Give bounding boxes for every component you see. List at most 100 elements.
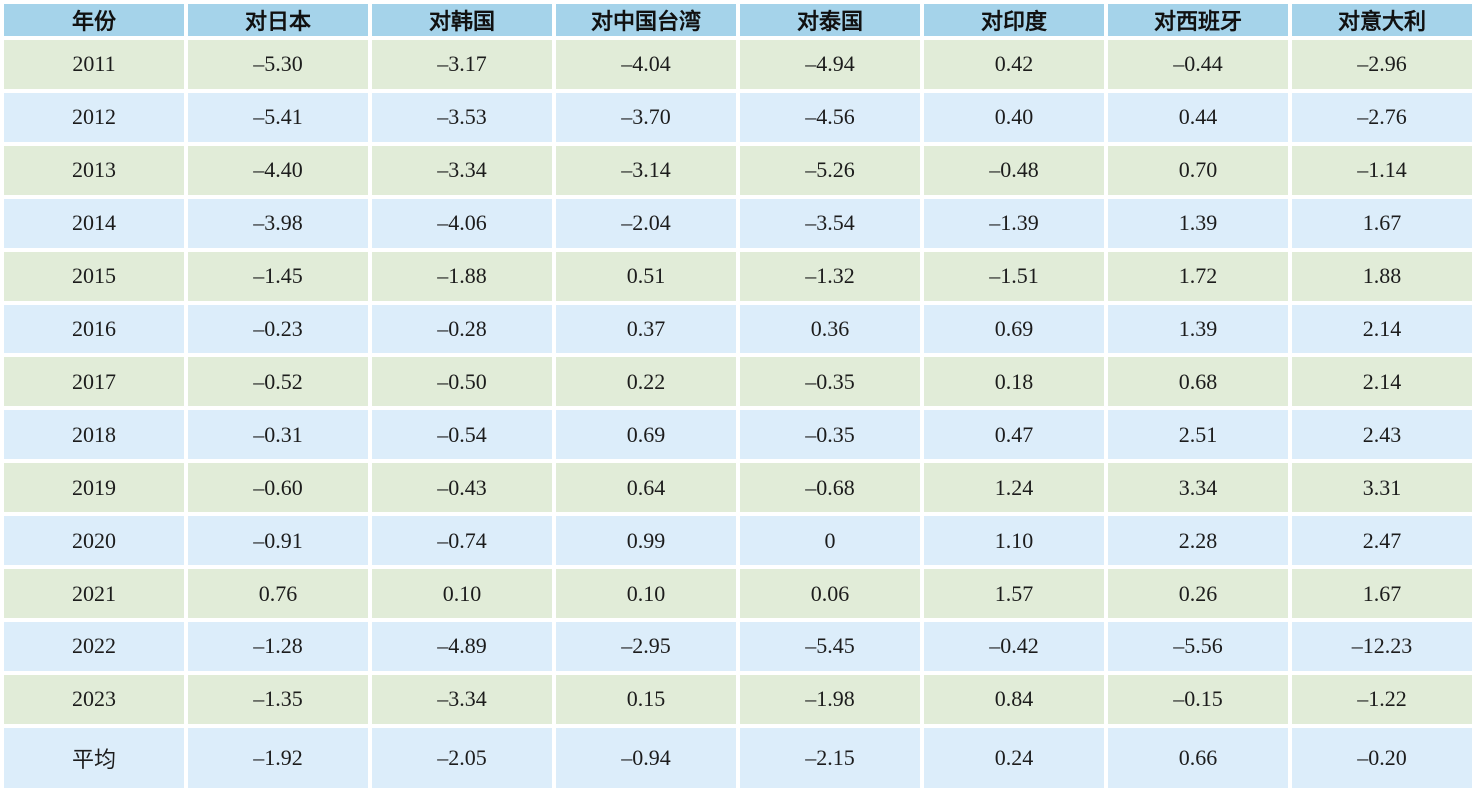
data-cell: –0.91 (188, 516, 368, 566)
data-cell: 1.39 (1108, 304, 1288, 354)
data-cell: –1.28 (188, 621, 368, 671)
table-row: 2012 –5.41 –3.53 –3.70 –4.56 0.40 0.44 –2.76 (4, 92, 1472, 142)
column-header-5: 对印度 (924, 4, 1104, 36)
data-cell: –3.14 (556, 145, 736, 195)
data-cell: –4.89 (372, 621, 552, 671)
data-cell: –4.04 (556, 40, 736, 89)
table-row: 2013 –4.40 –3.34 –3.14 –5.26 –0.48 0.70 –1.14 (4, 145, 1472, 195)
column-header-2: 对韩国 (372, 4, 552, 36)
row-label-cell: 2016 (4, 304, 184, 354)
row-label-cell: 2013 (4, 145, 184, 195)
table-row: 2014 –3.98 –4.06 –2.04 –3.54 –1.39 1.39 1.67 (4, 198, 1472, 248)
data-cell: 1.72 (1108, 251, 1288, 301)
data-cell: –0.15 (1108, 674, 1288, 724)
data-cell: 1.10 (924, 516, 1104, 566)
data-cell: –3.34 (372, 145, 552, 195)
data-cell: 0.36 (740, 304, 920, 354)
row-label-cell: 2017 (4, 357, 184, 407)
data-cell: 1.24 (924, 463, 1104, 513)
data-cell: 1.67 (1292, 198, 1472, 248)
data-cell: 0 (740, 516, 920, 566)
data-cell: –1.35 (188, 674, 368, 724)
data-cell: –2.95 (556, 621, 736, 671)
data-cell: –0.23 (188, 304, 368, 354)
data-cell: –0.48 (924, 145, 1104, 195)
data-cell: 0.10 (556, 569, 736, 618)
row-label-cell: 2011 (4, 40, 184, 89)
data-cell: –2.76 (1292, 92, 1472, 142)
data-cell: 2.28 (1108, 516, 1288, 566)
data-cell: 2.51 (1108, 410, 1288, 460)
data-cell: –0.35 (740, 357, 920, 407)
data-cell: 0.15 (556, 674, 736, 724)
table-header: 年份 对日本 对韩国 对中国台湾 对泰国 对印度 对西班牙 对意大利 (4, 4, 1472, 36)
column-header-7: 对意大利 (1292, 4, 1472, 36)
table-row: 2018 –0.31 –0.54 0.69 –0.35 0.47 2.51 2.43 (4, 410, 1472, 460)
data-cell: –0.94 (556, 727, 736, 788)
data-cell: 3.34 (1108, 463, 1288, 513)
data-cell: –1.14 (1292, 145, 1472, 195)
table-row: 2019 –0.60 –0.43 0.64 –0.68 1.24 3.34 3.31 (4, 463, 1472, 513)
data-cell: 2.47 (1292, 516, 1472, 566)
data-cell: –0.20 (1292, 727, 1472, 788)
data-cell: –3.53 (372, 92, 552, 142)
data-cell: 0.26 (1108, 569, 1288, 618)
data-cell: –0.50 (372, 357, 552, 407)
data-cell: 0.66 (1108, 727, 1288, 788)
data-cell: 0.99 (556, 516, 736, 566)
column-header-3: 对中国台湾 (556, 4, 736, 36)
table-row: 2011 –5.30 –3.17 –4.04 –4.94 0.42 –0.44 –2.96 (4, 40, 1472, 89)
data-cell: –5.26 (740, 145, 920, 195)
data-cell: –12.23 (1292, 621, 1472, 671)
data-cell: –1.22 (1292, 674, 1472, 724)
data-cell: –0.35 (740, 410, 920, 460)
row-label-cell: 平均 (4, 727, 184, 788)
data-cell: 0.69 (556, 410, 736, 460)
data-cell: –0.31 (188, 410, 368, 460)
table-row: 2021 0.76 0.10 0.10 0.06 1.57 0.26 1.67 (4, 569, 1472, 618)
data-cell: –4.06 (372, 198, 552, 248)
row-label-cell: 2020 (4, 516, 184, 566)
row-label-cell: 2014 (4, 198, 184, 248)
data-cell: 0.68 (1108, 357, 1288, 407)
data-cell: –0.60 (188, 463, 368, 513)
data-cell: 0.51 (556, 251, 736, 301)
row-label-cell: 2019 (4, 463, 184, 513)
data-cell: 0.40 (924, 92, 1104, 142)
data-cell: –4.56 (740, 92, 920, 142)
data-cell: 1.88 (1292, 251, 1472, 301)
data-cell: –2.05 (372, 727, 552, 788)
data-cell: –0.52 (188, 357, 368, 407)
data-cell: –1.39 (924, 198, 1104, 248)
data-cell: 2.43 (1292, 410, 1472, 460)
data-cell: –3.34 (372, 674, 552, 724)
data-cell: –1.51 (924, 251, 1104, 301)
table-row: 平均 –1.92 –2.05 –0.94 –2.15 0.24 0.66 –0.20 (4, 727, 1472, 788)
data-cell: –2.04 (556, 198, 736, 248)
row-label-cell: 2021 (4, 569, 184, 618)
column-header-0: 年份 (4, 4, 184, 36)
data-cell: –0.74 (372, 516, 552, 566)
data-cell: 0.70 (1108, 145, 1288, 195)
data-cell: 2.14 (1292, 357, 1472, 407)
data-cell: 0.76 (188, 569, 368, 618)
data-cell: –5.30 (188, 40, 368, 89)
data-cell: –2.96 (1292, 40, 1472, 89)
data-cell: 1.67 (1292, 569, 1472, 618)
data-cell: 0.42 (924, 40, 1104, 89)
data-cell: –1.92 (188, 727, 368, 788)
data-cell: –4.40 (188, 145, 368, 195)
data-cell: 0.69 (924, 304, 1104, 354)
table-body: 2011 –5.30 –3.17 –4.04 –4.94 0.42 –0.44 –2.96 20… (4, 40, 1472, 788)
table-row: 2015 –1.45 –1.88 0.51 –1.32 –1.51 1.72 1.88 (4, 251, 1472, 301)
data-cell: –3.70 (556, 92, 736, 142)
data-cell: –0.28 (372, 304, 552, 354)
data-cell: 0.84 (924, 674, 1104, 724)
data-cell: –3.17 (372, 40, 552, 89)
column-header-6: 对西班牙 (1108, 4, 1288, 36)
data-cell: –1.32 (740, 251, 920, 301)
data-cell: –1.88 (372, 251, 552, 301)
data-cell: 1.39 (1108, 198, 1288, 248)
data-cell: –1.98 (740, 674, 920, 724)
